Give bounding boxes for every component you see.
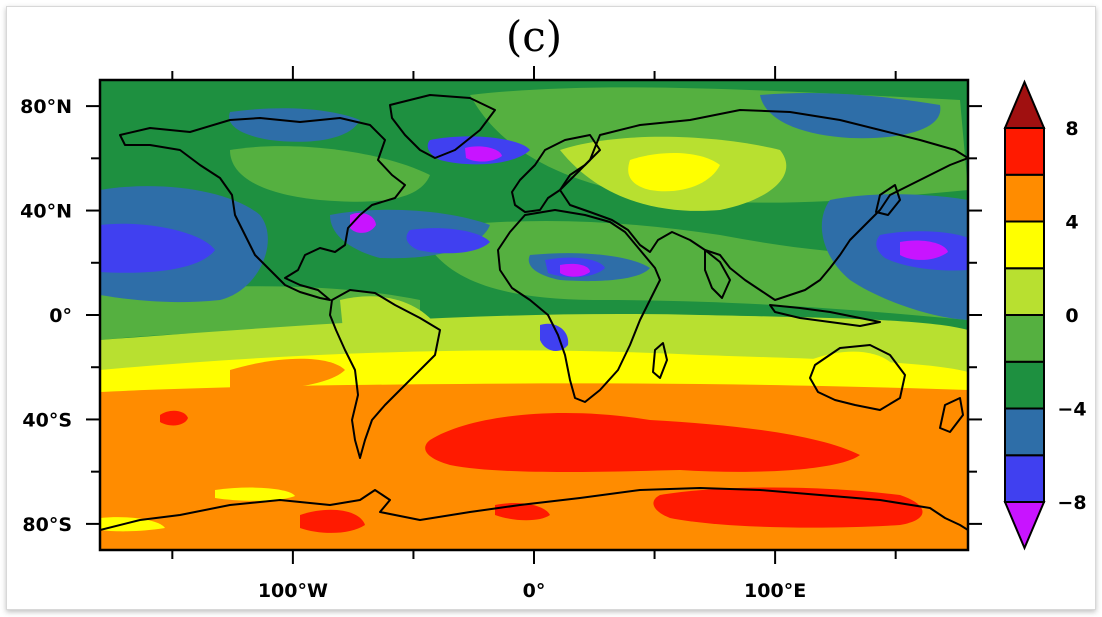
coast-japan <box>875 184 901 216</box>
field-blue-siberia <box>760 93 941 139</box>
coast-india <box>704 249 731 299</box>
coast-asia <box>559 109 968 301</box>
field-yellow-antarctic-west <box>100 517 165 532</box>
colorbar-box <box>1004 220 1045 270</box>
colorbar-box <box>1004 173 1045 223</box>
colorbar-label: 4 <box>1065 212 1078 234</box>
colorbar-box <box>1004 407 1045 457</box>
contour-field <box>100 80 968 550</box>
field-violet-pacific <box>900 240 948 260</box>
colorbar-label: 8 <box>1065 118 1078 140</box>
field-yellow-antarctic <box>215 487 295 501</box>
colorbar-label: −4 <box>1057 399 1086 421</box>
coast-new-zealand <box>939 397 964 433</box>
y-tick-label: 80°N <box>20 96 72 118</box>
colorbar-extend-max <box>1003 79 1046 129</box>
colorbar-label: 0 <box>1065 305 1078 327</box>
field-e-pacific <box>230 358 345 391</box>
coast-madagascar <box>652 342 668 379</box>
field-asia-yellow <box>628 153 720 192</box>
coast-europe <box>511 134 601 213</box>
coast-africa <box>497 209 661 403</box>
coast-australia <box>809 344 906 411</box>
x-tick-label: 0° <box>523 580 546 602</box>
field-red-antarctic-east <box>653 487 923 528</box>
coast-south-america <box>329 289 441 459</box>
colorbar: 8 4 0 −4 −8 <box>1003 79 1087 551</box>
field-blue-canada <box>229 108 360 142</box>
colorbar-box <box>1004 127 1045 176</box>
coast-greenland <box>389 94 496 159</box>
field-n-america <box>230 146 430 202</box>
panel-label: (c) <box>505 12 563 61</box>
colorbar-box <box>1004 267 1045 316</box>
coast-north-america <box>119 117 406 301</box>
y-tick-label: 40°S <box>22 409 72 431</box>
field-red-south-atlantic <box>425 412 860 473</box>
y-tick-label: 0° <box>49 305 72 327</box>
coast-indonesia <box>769 304 881 327</box>
colorbar-box <box>1004 454 1045 503</box>
colorbar-extend-min <box>1003 501 1046 551</box>
field-red-spot-1 <box>160 410 188 426</box>
colorbar-label: −8 <box>1057 492 1086 514</box>
field-red-antarctic-west <box>300 509 365 533</box>
field-indigo-pacific <box>100 223 215 273</box>
colorbar-box <box>1004 360 1045 410</box>
field-violet-arctic <box>465 146 502 162</box>
coast-antarctica <box>100 487 968 531</box>
x-tick-label: 100°E <box>744 580 806 602</box>
coastlines <box>100 94 968 531</box>
field-indigo-atlantic <box>406 228 490 254</box>
y-tick-label: 40°N <box>20 201 72 223</box>
field-violet-sahel <box>560 263 590 277</box>
colorbar-box <box>1004 314 1045 363</box>
y-tick-label: 80°S <box>22 514 72 536</box>
x-tick-label: 100°W <box>258 580 328 602</box>
map-axes: 80°N 40°N 0° 40°S 80°S 100°W 0° 100°E <box>20 66 982 602</box>
field-tropics-east <box>420 220 968 320</box>
